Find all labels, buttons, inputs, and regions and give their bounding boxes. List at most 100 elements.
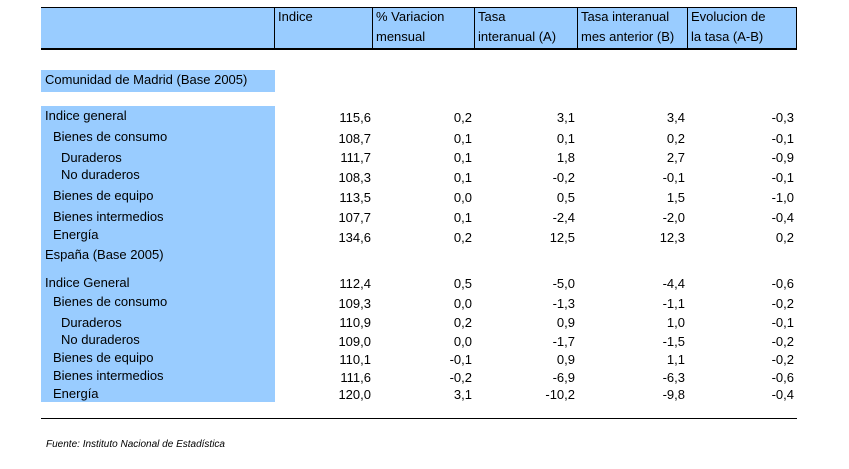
col-divider [796, 7, 797, 48]
value-cell: -0,2 [449, 370, 472, 385]
value-cell: 1,8 [556, 150, 575, 165]
value-cell: -0,2 [771, 334, 794, 349]
value-cell: 3,4 [666, 110, 685, 125]
header-tasa-interanual: Tasa interanual (A) [475, 7, 556, 48]
value-cell: 110,9 [339, 315, 371, 330]
header-line: interanual (A) [478, 29, 557, 44]
header-line: mensual [376, 29, 426, 44]
value-cell: -0,6 [771, 370, 794, 385]
value-cell: 109,0 [338, 334, 371, 349]
value-cell: 115,6 [339, 110, 371, 125]
header-variacion-mensual: % Variacion mensual [373, 7, 444, 48]
value-cell: 0,1 [556, 131, 575, 146]
value-cell: 0,2 [453, 110, 472, 125]
row-label: No duraderos [61, 332, 140, 347]
row-label: Indice general [45, 108, 127, 123]
header-line: Tasa [478, 9, 506, 24]
value-cell: 0,2 [453, 315, 472, 330]
value-cell: 0,2 [666, 131, 685, 146]
label-column-band [41, 106, 275, 402]
header-band [41, 7, 797, 48]
value-cell: 0,5 [556, 190, 575, 205]
header-line: % Variacion [376, 9, 445, 24]
value-cell: 12,3 [659, 230, 685, 245]
section-title-madrid: Comunidad de Madrid (Base 2005) [45, 72, 248, 87]
value-cell: 0,1 [453, 170, 472, 185]
value-cell: 0,0 [453, 190, 472, 205]
value-cell: 3,1 [453, 387, 472, 402]
col-divider [687, 7, 688, 48]
value-cell: 108,7 [338, 131, 371, 146]
value-cell: 3,1 [556, 110, 575, 125]
header-evolucion-tasa: Evolucion de la tasa (A-B) [688, 7, 765, 48]
row-label: Bienes de consumo [53, 129, 168, 144]
row-label: Bienes intermedios [53, 209, 164, 224]
value-cell: -0,3 [771, 110, 794, 125]
value-cell: -0,1 [771, 315, 794, 330]
value-cell: 0,1 [453, 131, 472, 146]
value-cell: -4,4 [662, 276, 685, 291]
value-cell: 1,0 [666, 315, 685, 330]
value-cell: 113,5 [339, 190, 371, 205]
value-cell: 109,3 [338, 296, 371, 311]
value-cell: 0,2 [775, 230, 794, 245]
row-label: Bienes de equipo [53, 350, 154, 365]
value-cell: -1,3 [552, 296, 575, 311]
col-divider [577, 7, 578, 48]
value-cell: 107,7 [338, 210, 371, 225]
value-cell: -0,2 [771, 296, 794, 311]
value-cell: 0,9 [556, 315, 575, 330]
row-label: Bienes de consumo [53, 294, 168, 309]
value-cell: -6,3 [662, 370, 685, 385]
section-title-espana: España (Base 2005) [45, 247, 164, 262]
header-tasa-mes-anterior: Tasa interanual mes anterior (B) [578, 7, 674, 48]
header-bottom-rule [41, 48, 797, 50]
value-cell: 12,5 [549, 230, 575, 245]
row-label: Bienes intermedios [53, 368, 164, 383]
row-label: No duraderos [61, 167, 140, 182]
row-label: Bienes de equipo [53, 188, 154, 203]
value-cell: -1,0 [771, 190, 794, 205]
col-divider [274, 7, 275, 48]
value-cell: -0,4 [771, 210, 794, 225]
value-cell: 2,7 [666, 150, 685, 165]
value-cell: 0,9 [556, 352, 575, 367]
row-label: Duraderos [61, 150, 122, 165]
value-cell: -10,2 [545, 387, 575, 402]
value-cell: -1,7 [552, 334, 575, 349]
value-cell: -0,6 [771, 276, 794, 291]
value-cell: 1,1 [666, 352, 685, 367]
value-cell: -0,1 [771, 131, 794, 146]
header-line: mes anterior (B) [581, 29, 675, 44]
value-cell: -0,2 [771, 352, 794, 367]
value-cell: 108,3 [338, 170, 371, 185]
value-cell: -6,9 [552, 370, 575, 385]
value-cell: 0,1 [453, 210, 472, 225]
value-cell: 111,7 [340, 150, 371, 165]
value-cell: 110,1 [339, 352, 371, 367]
header-line: Tasa interanual [581, 9, 670, 24]
value-cell: 1,5 [666, 190, 685, 205]
header-line: la tasa (A-B) [691, 29, 764, 44]
table-bottom-rule [41, 418, 797, 419]
value-cell: 112,4 [339, 276, 371, 291]
value-cell: 0,2 [453, 230, 472, 245]
value-cell: -5,0 [552, 276, 575, 291]
value-cell: -2,4 [552, 210, 575, 225]
value-cell: 0,0 [453, 296, 472, 311]
value-cell: 120,0 [338, 387, 371, 402]
value-cell: 0,0 [453, 334, 472, 349]
value-cell: 111,6 [340, 370, 371, 385]
value-cell: 134,6 [338, 230, 371, 245]
value-cell: -0,4 [771, 387, 794, 402]
madrid-title-band [41, 70, 275, 92]
row-label: Indice General [45, 275, 130, 290]
value-cell: -2,0 [662, 210, 685, 225]
value-cell: -0,1 [662, 170, 685, 185]
value-cell: 0,1 [453, 150, 472, 165]
value-cell: -0,1 [771, 170, 794, 185]
value-cell: -0,2 [552, 170, 575, 185]
value-cell: -0,1 [449, 352, 472, 367]
value-cell: -1,1 [662, 296, 685, 311]
row-label: Energía [53, 227, 99, 242]
